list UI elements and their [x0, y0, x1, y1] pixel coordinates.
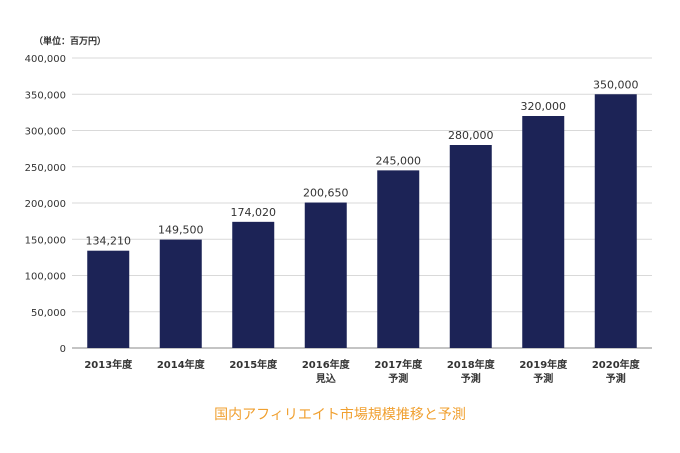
data-label: 200,650: [303, 187, 349, 200]
x-tick-label: 2020年度: [592, 358, 641, 371]
x-tick-label: 見込: [315, 372, 336, 385]
x-tick-label: 2019年度: [519, 358, 568, 371]
x-tick-label: 予測: [606, 372, 626, 385]
bar: [522, 116, 565, 348]
y-tick-label: 100,000: [25, 272, 66, 283]
bar-chart: （単位：百万円） 0 50,000 100,000 150,000 200,000 250,…: [25, 35, 652, 385]
y-tick-label: 150,000: [25, 235, 66, 246]
bar: [594, 94, 637, 348]
data-label: 320,000: [521, 100, 567, 113]
x-tick-label: 予測: [388, 372, 408, 385]
x-tick-label: 2018年度: [447, 358, 496, 371]
data-label: 245,000: [376, 154, 422, 167]
x-tick-label: 2016年度: [302, 358, 351, 371]
x-tick-label: 2017年度: [374, 358, 423, 371]
data-label: 280,000: [448, 129, 494, 142]
y-tick-label: 350,000: [25, 90, 66, 101]
y-tick-label: 400,000: [25, 54, 66, 65]
y-tick-label: 300,000: [25, 127, 66, 138]
unit-label: （単位：百万円）: [34, 35, 106, 47]
x-tick-label: 2013年度: [84, 358, 133, 371]
y-tick-label: 0: [60, 344, 66, 355]
x-tick-label: 予測: [533, 372, 553, 385]
bar: [304, 202, 347, 348]
y-tick-label: 250,000: [25, 163, 66, 174]
x-tick-label: 予測: [461, 372, 481, 385]
x-tick-label: 2014年度: [157, 358, 206, 371]
data-label: 350,000: [593, 78, 639, 91]
bar: [87, 250, 130, 348]
bar: [232, 221, 275, 348]
chart-container: （単位：百万円） 0 50,000 100,000 150,000 200,000 250,…: [25, 35, 652, 385]
bar: [159, 239, 202, 348]
y-tick-label: 200,000: [25, 199, 66, 210]
bar: [377, 170, 420, 348]
data-label: 149,500: [158, 224, 204, 237]
data-label: 134,210: [86, 235, 132, 248]
x-tick-label: 2015年度: [229, 358, 278, 371]
y-tick-label: 50,000: [31, 308, 66, 319]
data-label: 174,020: [231, 206, 277, 219]
bar: [449, 145, 492, 348]
chart-caption: 国内アフィリエイト市場規模推移と予測: [214, 407, 466, 423]
